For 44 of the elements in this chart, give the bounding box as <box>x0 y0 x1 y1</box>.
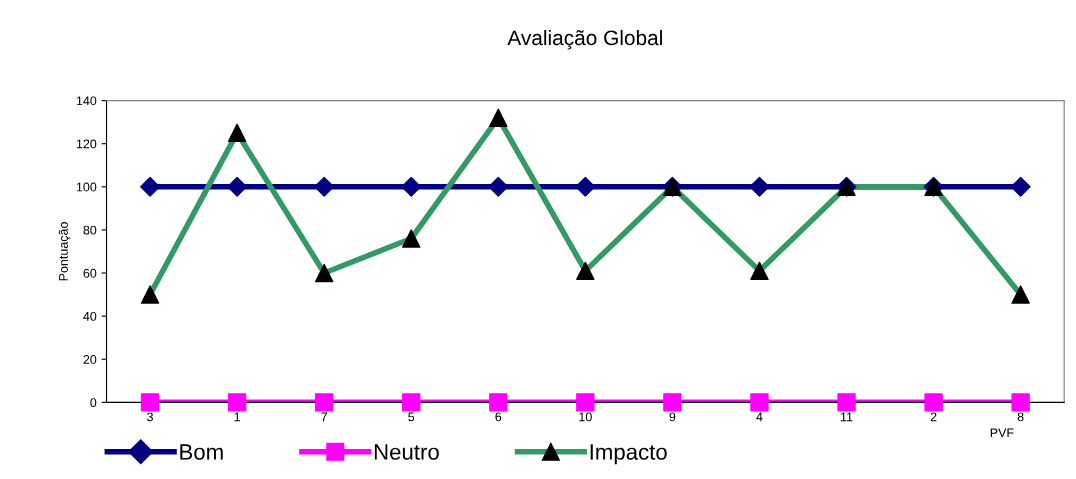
point <box>576 393 595 412</box>
point <box>227 123 247 143</box>
point <box>663 393 682 412</box>
x-tick-label: 11 <box>840 412 853 422</box>
y-tick-label: 0 <box>90 398 97 408</box>
point <box>314 263 334 283</box>
x-tick-label: 9 <box>669 412 676 422</box>
point <box>227 393 247 412</box>
x-tick-label: 3 <box>147 412 153 422</box>
x-tick-label: 7 <box>321 412 328 422</box>
x-tick-label: 10 <box>579 412 592 422</box>
point <box>489 108 508 128</box>
point <box>750 261 769 281</box>
point <box>140 285 160 304</box>
y-tick-label: 80 <box>83 225 97 235</box>
legend-label: Impacto <box>590 444 667 465</box>
point <box>314 393 334 412</box>
legend-label: Bom <box>180 444 223 460</box>
x-tick-label: 5 <box>408 412 415 422</box>
point <box>1011 393 1030 412</box>
x-tick-label: 2 <box>930 412 937 422</box>
point <box>924 393 943 412</box>
point <box>750 393 769 412</box>
point <box>140 393 160 412</box>
point <box>1011 285 1030 304</box>
y-tick-label: 60 <box>83 268 97 278</box>
y-tick-label: 40 <box>83 311 97 321</box>
x-tick-label: 1 <box>234 412 240 422</box>
y-axis-title: Pontuação <box>58 222 71 281</box>
point <box>576 261 595 281</box>
y-tick-label: 100 <box>76 182 97 192</box>
x-tick-label: 4 <box>756 412 763 422</box>
x-tick-label: 6 <box>495 412 502 422</box>
chart-title: Avaliação Global <box>507 29 662 50</box>
x-tick-label: 8 <box>1017 412 1024 422</box>
x-axis-title: PVF <box>990 428 1014 438</box>
point <box>489 393 508 412</box>
point <box>402 393 421 412</box>
y-tick-label: 120 <box>76 139 97 149</box>
point <box>402 229 421 248</box>
y-tick-label: 20 <box>83 355 97 364</box>
point <box>837 393 856 412</box>
legend-label: Neutro <box>374 444 439 460</box>
y-tick-label: 140 <box>76 96 97 106</box>
